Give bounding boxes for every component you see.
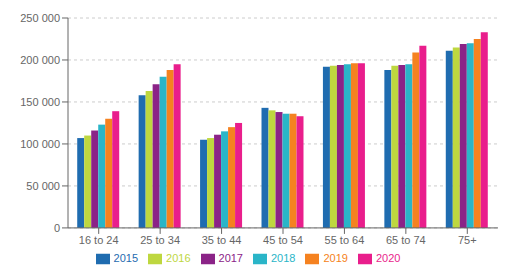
html-text:2019: 2019	[323, 251, 348, 264]
svg-text:45 to 54: 45 to 54	[263, 234, 303, 246]
svg-text:100 000: 100 000	[20, 138, 60, 150]
html-text:2020: 2020	[376, 251, 401, 264]
svg-text:200 000: 200 000	[20, 54, 60, 66]
svg-text:75+: 75+	[458, 234, 477, 246]
svg-text:150 000: 150 000	[20, 96, 60, 108]
html-text:2018: 2018	[271, 251, 296, 264]
svg-text:65 to 74: 65 to 74	[386, 234, 426, 246]
svg-text:25 to 34: 25 to 34	[140, 234, 180, 246]
html-text:2016: 2016	[166, 251, 191, 264]
svg-text:0: 0	[54, 222, 60, 234]
html-text:2017: 2017	[218, 251, 243, 264]
svg-text:16 to 24: 16 to 24	[79, 234, 119, 246]
svg-text:55 to 64: 55 to 64	[325, 234, 365, 246]
svg-text:35 to 44: 35 to 44	[202, 234, 242, 246]
html-text:2015: 2015	[113, 251, 138, 264]
svg-text:250 000: 250 000	[20, 12, 60, 24]
svg-text:50 000: 50 000	[26, 180, 60, 192]
